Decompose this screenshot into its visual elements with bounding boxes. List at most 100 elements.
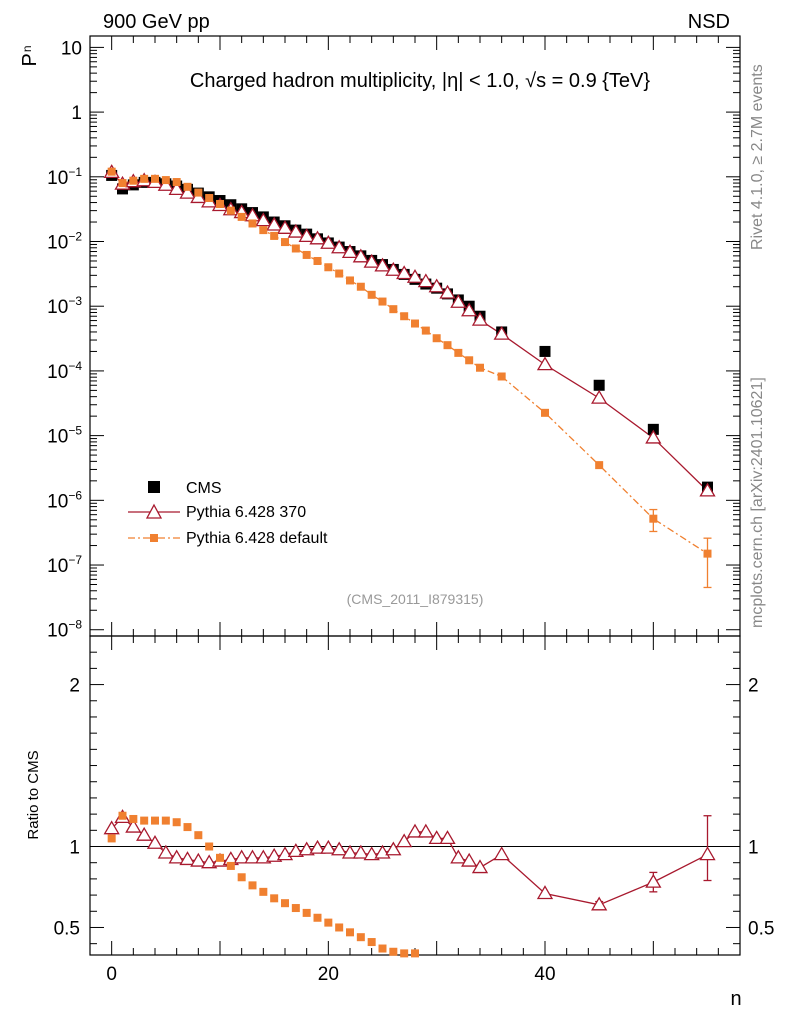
ratio-point-pythia-370 [244, 849, 261, 864]
ratio-point-pythia-default [367, 938, 376, 947]
ratio-point-pythia-370 [352, 844, 369, 859]
data-point-pythia-370 [276, 220, 294, 234]
data-point-pythia-370 [428, 278, 445, 293]
ratio-point-pythia-default [324, 918, 333, 927]
data-point-pythia-default [226, 206, 235, 215]
ratio-point-pythia-370 [190, 852, 207, 867]
main-y-tick-label: 10−6 [47, 488, 82, 512]
ratio-point-pythia-370 [461, 852, 478, 867]
x-axis-label: n [730, 988, 741, 1010]
ratio-point-pythia-370 [157, 844, 174, 859]
data-point-pythia-default [259, 226, 268, 235]
ratio-point-pythia-default [161, 816, 170, 825]
main-y-tick-label: 10 [61, 38, 82, 59]
ratio-point-pythia-370 [179, 851, 196, 866]
data-point-pythia-370 [591, 389, 608, 404]
data-point-pythia-370 [309, 230, 326, 245]
data-point-pythia-370 [179, 184, 196, 199]
data-point-pythia-370 [287, 223, 304, 238]
ratio-point-pythia-370 [493, 846, 510, 861]
data-point-pythia-370 [331, 239, 348, 254]
ratio-point-pythia-default [107, 834, 116, 843]
analysis-watermark: (CMS_2011_I879315) [347, 591, 484, 607]
data-point-pythia-default [541, 408, 549, 417]
data-point-pythia-default [497, 372, 506, 381]
data-point-pythia-370 [493, 325, 510, 340]
data-point-pythia-default [703, 549, 712, 558]
data-point-pythia-default [465, 356, 474, 365]
data-point-pythia-default [291, 244, 300, 253]
data-point-pythia-default [107, 167, 116, 176]
data-point-pythia-370 [439, 284, 456, 299]
data-point-pythia-default [443, 341, 452, 350]
ratio-point-pythia-370 [255, 849, 272, 864]
data-point-pythia-370 [536, 356, 554, 371]
data-point-pythia-default [183, 182, 192, 191]
data-point-pythia-370 [450, 293, 467, 308]
ratio-point-pythia-370 [385, 841, 402, 856]
data-point-pythia-default [400, 312, 409, 321]
ratio-y-tick-label-left: 0.5 [54, 918, 80, 939]
ratio-point-pythia-370 [645, 873, 662, 888]
ratio-point-pythia-370 [341, 844, 359, 859]
data-point-pythia-default [476, 363, 484, 372]
data-point-pythia-370 [385, 261, 402, 276]
legend: CMS Pythia 6.428 370 Pythia 6.428 defaul… [128, 480, 328, 547]
data-point-pythia-default [595, 461, 604, 470]
ratio-y-tick-label-right: 1 [748, 838, 759, 859]
ratio-point-pythia-default [281, 899, 289, 908]
ratio-point-pythia-370 [536, 885, 554, 900]
data-point-pythia-default [367, 290, 376, 299]
data-point-pythia-default [378, 297, 387, 306]
ratio-data-marks [103, 809, 716, 958]
y-axis-label: Pn [19, 45, 41, 66]
main-y-tick-label: 10−7 [47, 553, 82, 577]
ratio-point-pythia-default [400, 949, 409, 958]
data-point-pythia-370 [363, 253, 380, 268]
data-point-pythia-default [129, 176, 138, 185]
ratio-y-tick-label-left: 2 [69, 676, 80, 697]
data-point-pythia-default [313, 256, 322, 265]
legend-label-pythia-370: Pythia 6.428 370 [186, 504, 306, 521]
data-point-pythia-370 [341, 244, 359, 258]
legend-marker-pythia-default [150, 534, 158, 542]
ratio-point-pythia-370 [298, 841, 315, 856]
ratio-point-pythia-370 [168, 849, 185, 864]
ratio-point-pythia-default [378, 944, 387, 953]
ratio-y-tick-label-right: 2 [748, 676, 759, 697]
main-y-tick-label: 10−1 [47, 165, 82, 189]
plot-title: Charged hadron multiplicity, |η| < 1.0, … [190, 70, 650, 92]
ratio-point-pythia-370 [406, 823, 424, 838]
ratio-point-pythia-default [302, 908, 311, 917]
data-point-pythia-default [216, 199, 224, 208]
ratio-point-pythia-370 [591, 896, 608, 911]
legend-label-pythia-default: Pythia 6.428 default [186, 530, 328, 547]
data-point-pythia-default [649, 514, 658, 523]
data-point-pythia-default [302, 250, 311, 259]
ratio-point-pythia-default [248, 881, 257, 890]
data-point-pythia-default [118, 179, 127, 188]
ratio-point-pythia-370 [396, 833, 413, 848]
ratio-point-pythia-370 [266, 847, 283, 862]
data-point-pythia-default [270, 231, 279, 240]
ratio-point-pythia-default [205, 842, 214, 851]
ratio-point-pythia-default [259, 887, 268, 896]
ratio-point-pythia-370 [309, 839, 326, 854]
ratio-point-pythia-default [183, 823, 192, 832]
rivet-label: Rivet 4.1.0, ≥ 2.7M events [749, 64, 766, 250]
ratio-point-pythia-370 [699, 846, 716, 861]
data-point-pythia-default [432, 334, 441, 343]
data-point-pythia-default [324, 263, 333, 272]
data-point-pythia-370 [320, 234, 337, 249]
data-point-pythia-default [151, 174, 159, 183]
ratio-point-pythia-default [346, 928, 354, 937]
ratio-point-pythia-default [291, 904, 300, 913]
ratio-point-pythia-370 [287, 843, 304, 858]
data-point-cms [593, 379, 605, 391]
ratio-point-pythia-370 [331, 841, 348, 856]
ratio-point-pythia-default [118, 811, 127, 820]
main-data-marks [103, 164, 716, 589]
ratio-point-pythia-370 [471, 859, 489, 874]
data-point-pythia-default [237, 212, 246, 221]
